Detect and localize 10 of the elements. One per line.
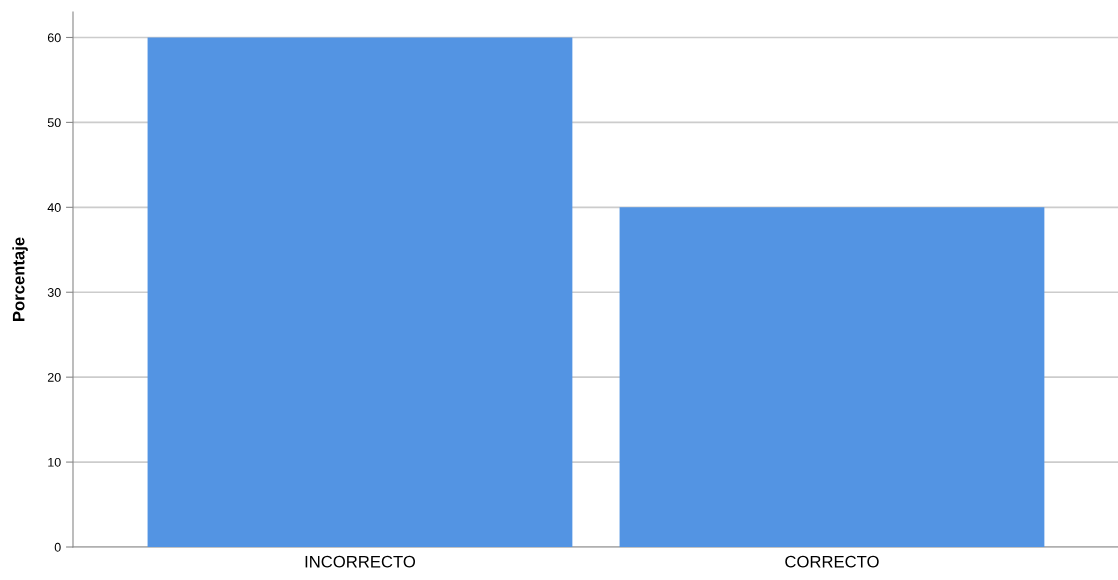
x-tick-label: INCORRECTO xyxy=(305,555,416,568)
y-tick-label: 20 xyxy=(47,372,61,382)
x-tick-label: CORRECTO xyxy=(785,555,879,568)
y-tick-label: 40 xyxy=(47,203,61,212)
y-tick-label: 10 xyxy=(48,457,61,467)
y-tick-label: 30 xyxy=(47,288,61,297)
y-axis-title: Porcentaje xyxy=(12,237,28,321)
y-tick-label: 60 xyxy=(47,33,61,43)
y-tick-label: 50 xyxy=(47,118,61,128)
y-tick-label: 0 xyxy=(54,542,61,552)
